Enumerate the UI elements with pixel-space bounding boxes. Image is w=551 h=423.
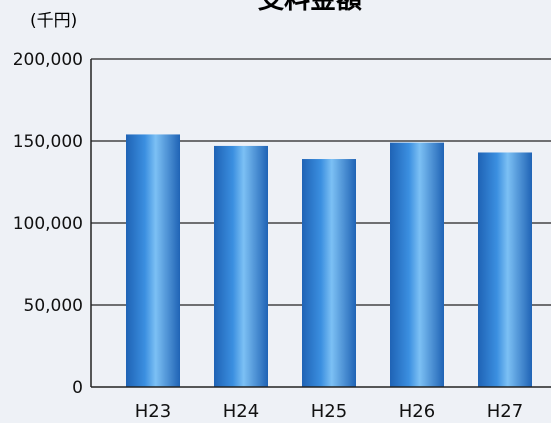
y-tick-label: 0 bbox=[72, 378, 83, 398]
x-tick-label: H26 bbox=[399, 401, 435, 422]
bar-H27 bbox=[478, 152, 532, 387]
bar-H23 bbox=[126, 134, 180, 387]
bars bbox=[126, 134, 532, 387]
y-tick-label: 150,000 bbox=[13, 132, 83, 152]
y-tick-label: 100,000 bbox=[13, 214, 83, 234]
y-unit-label: (千円) bbox=[30, 11, 77, 31]
y-tick-label: 50,000 bbox=[24, 296, 83, 316]
y-tick-label: 200,000 bbox=[13, 50, 83, 70]
x-tick-label: H27 bbox=[487, 401, 523, 422]
y-tick-labels: 0 50,000 100,000 150,000 200,000 bbox=[13, 50, 83, 398]
x-tick-label: H23 bbox=[135, 401, 171, 422]
bar-H26 bbox=[390, 142, 444, 387]
x-tick-labels: H23 H24 H25 H26 H27 bbox=[135, 401, 523, 422]
bar-H25 bbox=[302, 159, 356, 387]
bar-H24 bbox=[214, 145, 268, 387]
x-tick-label: H24 bbox=[223, 401, 259, 422]
x-tick-label: H25 bbox=[311, 401, 347, 422]
axes bbox=[90, 59, 551, 388]
chart-title: 支料金額 bbox=[258, 0, 362, 15]
